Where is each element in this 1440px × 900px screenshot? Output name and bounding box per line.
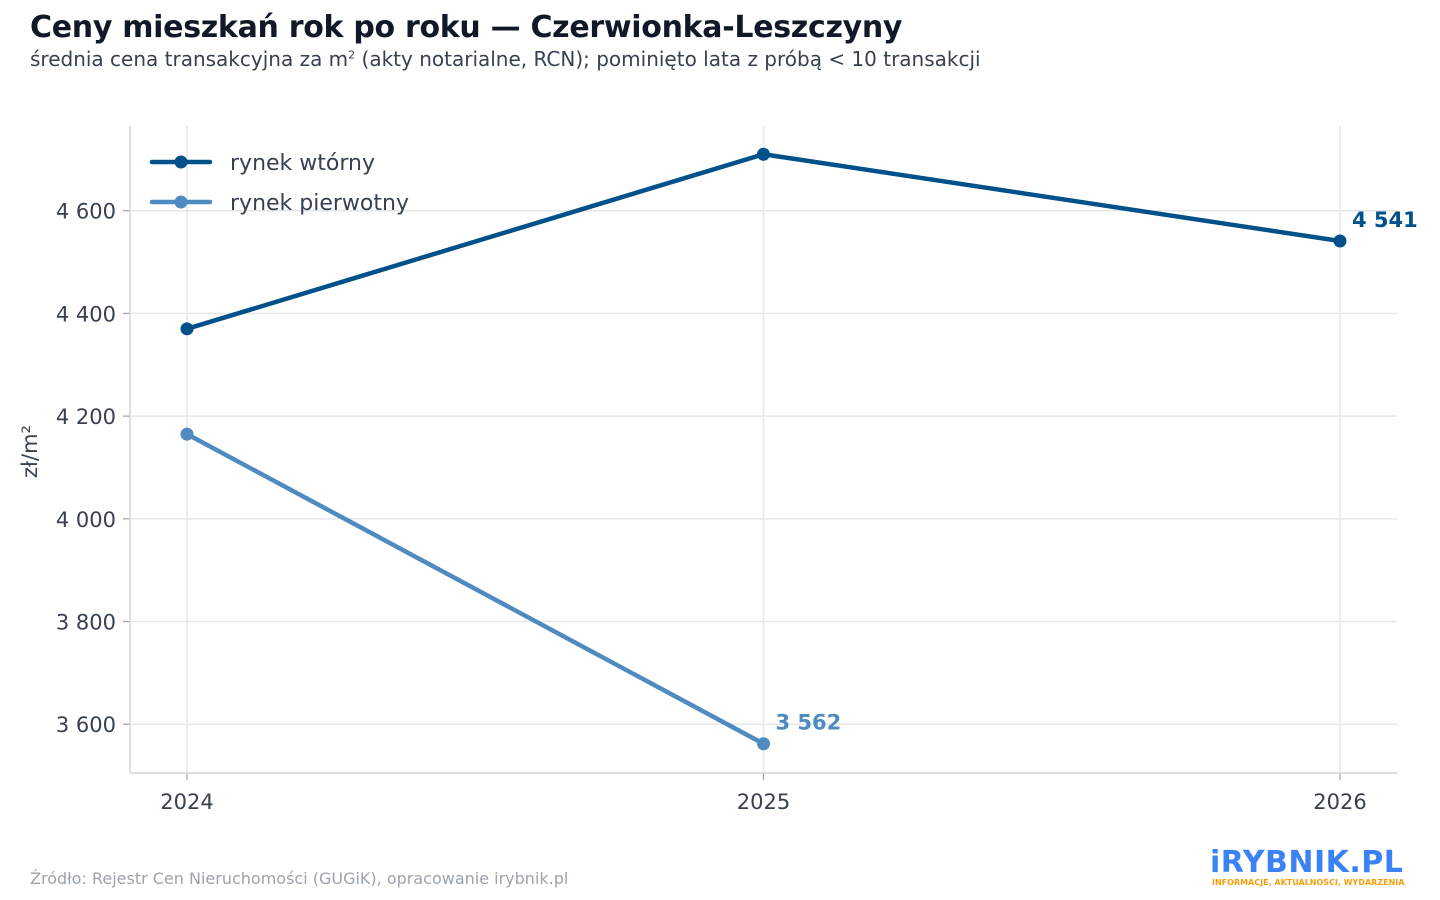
- legend-marker: [174, 155, 188, 169]
- legend-label: rynek pierwotny: [230, 191, 409, 216]
- subtitle-text-pre: średnia cena transakcyjna za m: [30, 47, 349, 71]
- y-tick-label: 4 000: [56, 508, 116, 532]
- data-label: 3 562: [776, 711, 842, 735]
- data-point: [180, 427, 194, 441]
- subtitle-text-post: (akty notarialne, RCN); pominięto lata z…: [355, 47, 981, 71]
- x-tick-label: 2025: [737, 790, 790, 814]
- legend-label: rynek wtórny: [230, 151, 375, 176]
- y-axis-label: zł/m²: [18, 425, 42, 478]
- data-point: [1333, 234, 1347, 248]
- series-line-1: [184, 431, 766, 746]
- subtitle-superscript: 2: [348, 48, 356, 62]
- y-tick-label: 4 200: [56, 405, 116, 429]
- data-point: [757, 147, 770, 161]
- y-tick-label: 3 600: [56, 713, 116, 737]
- logo-tagline: INFORMACJE, AKTUALNOŚCI, WYDARZENIA: [1212, 878, 1405, 887]
- x-tick-label: 2026: [1313, 790, 1366, 814]
- chart-title: Ceny mieszkań rok po roku — Czerwionka-L…: [30, 10, 903, 45]
- data-point: [757, 737, 770, 751]
- y-tick-label: 4 600: [56, 200, 116, 224]
- y-tick-label: 3 800: [56, 611, 116, 635]
- legend-marker: [174, 195, 188, 209]
- logo-text: iRYBNIK.PL: [1210, 845, 1404, 880]
- irybnik-logo: iRYBNIK.PL INFORMACJE, AKTUALNOŚCI, WYDA…: [1210, 846, 1414, 890]
- data-label: 4 541: [1352, 208, 1418, 232]
- x-tick-label: 2024: [160, 790, 213, 814]
- chart-subtitle: średnia cena transakcyjna za m2 (akty no…: [30, 47, 981, 71]
- source-note: Źródło: Rejestr Cen Nieruchomości (GUGiK…: [30, 869, 569, 888]
- y-tick-label: 4 400: [56, 302, 116, 326]
- data-point: [180, 322, 194, 336]
